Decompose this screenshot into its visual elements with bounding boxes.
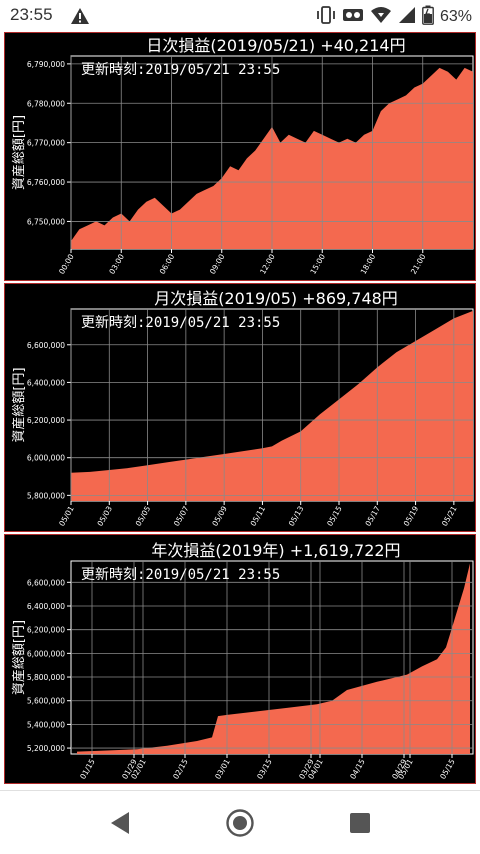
battery-percent: 63%: [439, 8, 472, 25]
x-tick-label: 01/15: [78, 757, 97, 780]
x-tick-label: 21:00: [409, 252, 428, 275]
update-time-label: 更新時刻:2019/05/21 23:55: [81, 567, 280, 583]
y-tick-label: 5,800,000: [27, 491, 65, 500]
warning-icon: [70, 7, 90, 29]
y-tick-label: 6,400,000: [27, 602, 65, 611]
daily-pnl-chart: 6,790,000 6,780,000 6,770,000 6,760,000 6,75…: [4, 32, 476, 281]
x-tick-label: 18:00: [359, 252, 378, 275]
y-tick-label: 6,200,000: [27, 416, 65, 425]
navigation-bar: [0, 790, 480, 854]
x-tick-label: 00:00: [57, 252, 76, 275]
x-tick-label: 02/15: [171, 757, 190, 780]
y-tick-label: 6,790,000: [27, 60, 65, 69]
chart-svg: 6,600,000 6,400,000 6,200,000 6,000,000 5,80…: [11, 541, 474, 781]
x-tick-label: 05/19: [402, 504, 421, 527]
recents-icon: [350, 813, 370, 833]
y-tick-label: 5,200,000: [27, 744, 65, 753]
chart-svg: 6,790,000 6,780,000 6,770,000 6,760,000 6,75…: [11, 36, 474, 276]
x-tick-label: 05/03: [95, 504, 114, 527]
x-tick-label: 05/21: [440, 504, 459, 527]
y-tick-label: 6,600,000: [27, 341, 65, 350]
chart-title: 年次損益(2019年) +1,619,722円: [151, 541, 400, 560]
x-tick-label: 05/11: [249, 504, 268, 527]
back-icon: [111, 812, 129, 834]
x-tick-label: 12:00: [258, 252, 277, 275]
update-time-label: 更新時刻:2019/05/21 23:55: [81, 62, 280, 78]
x-tick-label: 05/05: [134, 504, 153, 527]
wifi-icon: [370, 6, 392, 28]
yearly-pnl-chart: 6,600,000 6,400,000 6,200,000 6,000,000 5,80…: [4, 534, 476, 784]
x-tick-label: 05/15: [438, 757, 457, 780]
home-icon: [226, 809, 254, 837]
chart-title: 月次損益(2019/05) +869,748円: [154, 289, 398, 308]
vibrate-icon: [316, 6, 336, 28]
y-tick-label: 6,760,000: [27, 178, 65, 187]
status-bar: 23:55 63%: [0, 0, 480, 32]
y-tick-label: 5,400,000: [27, 720, 65, 729]
home-button[interactable]: [224, 807, 256, 839]
x-tick-label: 05/13: [287, 504, 306, 527]
y-tick-label: 6,000,000: [27, 649, 65, 658]
area-series: [71, 310, 473, 501]
x-tick-label: 05/01: [57, 504, 76, 527]
x-tick-label: 03/01: [213, 757, 232, 780]
y-axis-label: 資産総額[円]: [11, 620, 27, 695]
x-tick-label: 09:00: [208, 252, 227, 275]
recents-button[interactable]: [344, 807, 376, 839]
y-tick-label: 6,770,000: [27, 139, 65, 148]
y-tick-label: 6,000,000: [27, 454, 65, 463]
y-tick-label: 6,200,000: [27, 626, 65, 635]
chart-title: 日次損益(2019/05/21) +40,214円: [146, 36, 405, 55]
x-tick-label: 06:00: [158, 252, 177, 275]
monthly-pnl-chart: 6,600,000 6,400,000 6,200,000 6,000,000 5,80…: [4, 283, 476, 532]
x-tick-label: 03/15: [255, 757, 274, 780]
x-tick-label: 05/09: [210, 504, 229, 527]
chart-svg: 6,600,000 6,400,000 6,200,000 6,000,000 5,80…: [11, 289, 474, 528]
back-button[interactable]: [104, 807, 136, 839]
y-tick-label: 6,400,000: [27, 378, 65, 387]
area-series: [77, 563, 470, 754]
update-time-label: 更新時刻:2019/05/21 23:55: [81, 315, 280, 331]
y-tick-label: 5,600,000: [27, 697, 65, 706]
y-tick-label: 6,600,000: [27, 578, 65, 587]
y-axis-label: 資産総額[円]: [11, 367, 27, 442]
y-tick-label: 6,780,000: [27, 99, 65, 108]
y-tick-label: 5,800,000: [27, 673, 65, 682]
x-tick-label: 03:00: [107, 252, 126, 275]
status-time: 23:55: [10, 5, 53, 24]
x-tick-label: 05/17: [363, 504, 382, 527]
y-axis-label: 資産総額[円]: [11, 115, 27, 190]
x-tick-label: 04/15: [348, 757, 367, 780]
signal-icon: [398, 6, 416, 28]
x-tick-label: 05/07: [172, 504, 191, 527]
x-tick-label: 15:00: [308, 252, 327, 275]
battery-icon: [422, 5, 434, 29]
app-icon: [342, 6, 364, 28]
y-tick-label: 6,750,000: [27, 217, 65, 226]
x-tick-label: 05/15: [325, 504, 344, 527]
